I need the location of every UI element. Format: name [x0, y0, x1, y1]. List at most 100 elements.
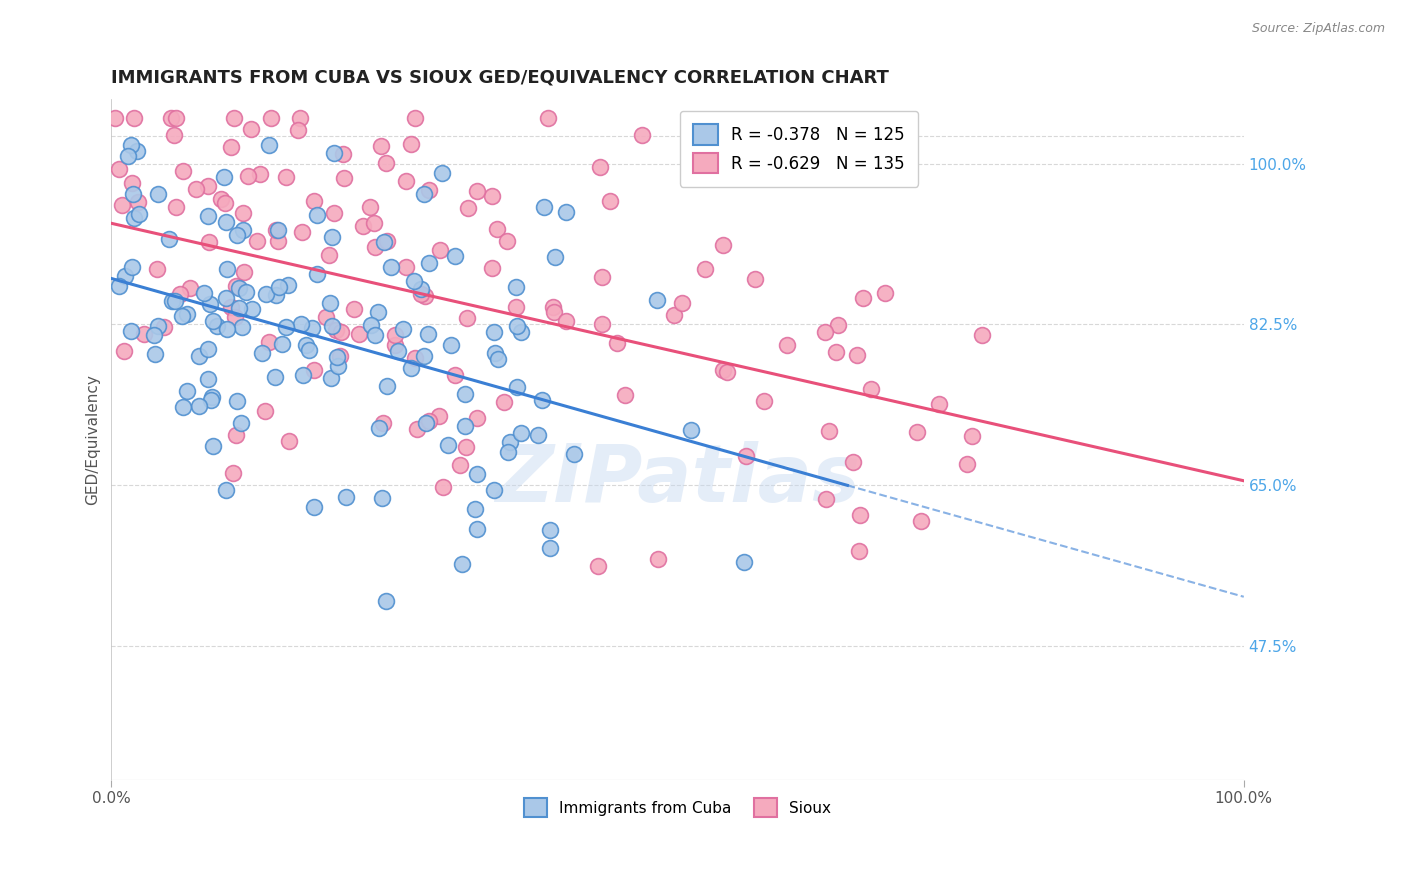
Point	[267, 234, 290, 248]
Point	[527, 428, 550, 442]
Point	[494, 395, 516, 409]
Point	[219, 300, 242, 314]
Point	[713, 238, 735, 252]
Point	[215, 291, 238, 305]
Point	[544, 250, 567, 264]
Point	[108, 161, 131, 176]
Point	[404, 111, 426, 125]
Point	[444, 368, 467, 383]
Point	[160, 293, 183, 308]
Point	[329, 349, 352, 363]
Point	[172, 164, 194, 178]
Point	[326, 359, 349, 373]
Point	[384, 338, 406, 352]
Point	[301, 320, 323, 334]
Point	[122, 111, 145, 125]
Point	[225, 428, 247, 442]
Point	[380, 260, 402, 274]
Point	[418, 183, 440, 197]
Point	[165, 200, 187, 214]
Point	[599, 194, 621, 208]
Point	[671, 296, 693, 310]
Point	[481, 188, 503, 202]
Point	[287, 123, 309, 137]
Point	[486, 352, 509, 367]
Point	[188, 399, 211, 413]
Point	[142, 328, 165, 343]
Point	[449, 458, 471, 472]
Point	[375, 155, 398, 169]
Point	[972, 328, 994, 343]
Point	[186, 181, 208, 195]
Point	[375, 234, 398, 248]
Point	[290, 317, 312, 331]
Point	[415, 417, 437, 431]
Point	[859, 382, 882, 396]
Point	[201, 390, 224, 404]
Point	[121, 176, 143, 190]
Point	[246, 235, 269, 249]
Point	[533, 200, 555, 214]
Point	[127, 195, 149, 210]
Point	[404, 351, 426, 365]
Point	[910, 514, 932, 528]
Point	[108, 279, 131, 293]
Point	[342, 302, 364, 317]
Point	[352, 219, 374, 233]
Point	[321, 371, 343, 385]
Point	[302, 500, 325, 514]
Point	[510, 325, 533, 339]
Point	[363, 217, 385, 231]
Point	[399, 360, 422, 375]
Point	[162, 128, 184, 143]
Point	[224, 310, 246, 325]
Point	[202, 439, 225, 453]
Point	[307, 208, 329, 222]
Point	[418, 414, 440, 428]
Point	[193, 285, 215, 300]
Point	[457, 201, 479, 215]
Point	[228, 301, 250, 315]
Point	[332, 147, 354, 161]
Point	[257, 138, 280, 153]
Point	[304, 363, 326, 377]
Point	[852, 291, 875, 305]
Point	[197, 179, 219, 194]
Point	[254, 403, 277, 417]
Point	[538, 523, 561, 537]
Point	[589, 161, 612, 175]
Point	[188, 349, 211, 363]
Point	[153, 319, 176, 334]
Point	[112, 343, 135, 358]
Point	[249, 167, 271, 181]
Point	[733, 555, 755, 569]
Point	[200, 393, 222, 408]
Point	[260, 111, 283, 125]
Point	[326, 350, 349, 364]
Point	[235, 285, 257, 300]
Point	[305, 267, 328, 281]
Point	[240, 301, 263, 316]
Point	[387, 343, 409, 358]
Point	[169, 286, 191, 301]
Point	[271, 336, 294, 351]
Point	[752, 394, 775, 409]
Point	[371, 491, 394, 506]
Point	[197, 342, 219, 356]
Point	[264, 288, 287, 302]
Point	[360, 318, 382, 333]
Point	[257, 334, 280, 349]
Point	[302, 194, 325, 208]
Point	[120, 138, 142, 153]
Point	[163, 294, 186, 309]
Point	[825, 344, 848, 359]
Point	[229, 416, 252, 430]
Point	[290, 111, 312, 125]
Point	[849, 508, 872, 523]
Point	[319, 296, 342, 310]
Point	[875, 285, 897, 300]
Point	[406, 422, 429, 436]
Point	[465, 410, 488, 425]
Point	[613, 387, 636, 401]
Point	[222, 111, 245, 125]
